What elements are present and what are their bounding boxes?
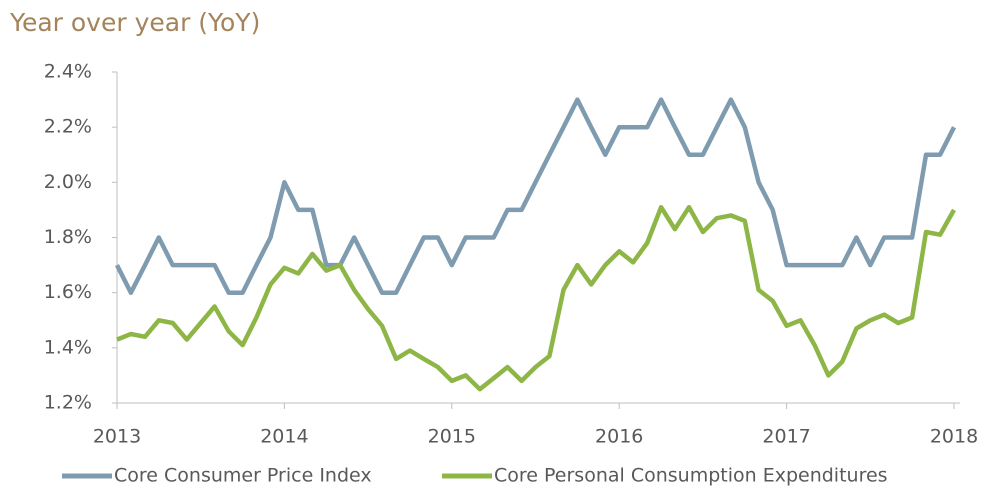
y-tick-label: 1.6% (44, 281, 92, 303)
legend-label: Core Personal Consumption Expenditures (494, 465, 888, 487)
y-tick-label: 2.4% (44, 61, 92, 83)
x-tick-label: 2016 (595, 426, 643, 448)
y-tick-label: 1.2% (44, 392, 92, 414)
y-tick-label: 2.0% (44, 171, 92, 193)
y-tick-label: 1.8% (44, 226, 92, 248)
x-tick-label: 2013 (93, 426, 141, 448)
legend-label: Core Consumer Price Index (114, 465, 372, 487)
series-line (114, 97, 957, 295)
series-line (116, 204, 956, 392)
x-tick-label: 2017 (762, 426, 810, 448)
x-tick-label: 2014 (260, 426, 308, 448)
y-tick-label: 1.4% (44, 336, 92, 358)
x-tick-label: 2018 (930, 426, 978, 448)
x-tick-label: 2015 (428, 426, 476, 448)
chart-title: Year over year (YoY) (9, 8, 260, 37)
y-tick-label: 2.2% (44, 116, 92, 138)
